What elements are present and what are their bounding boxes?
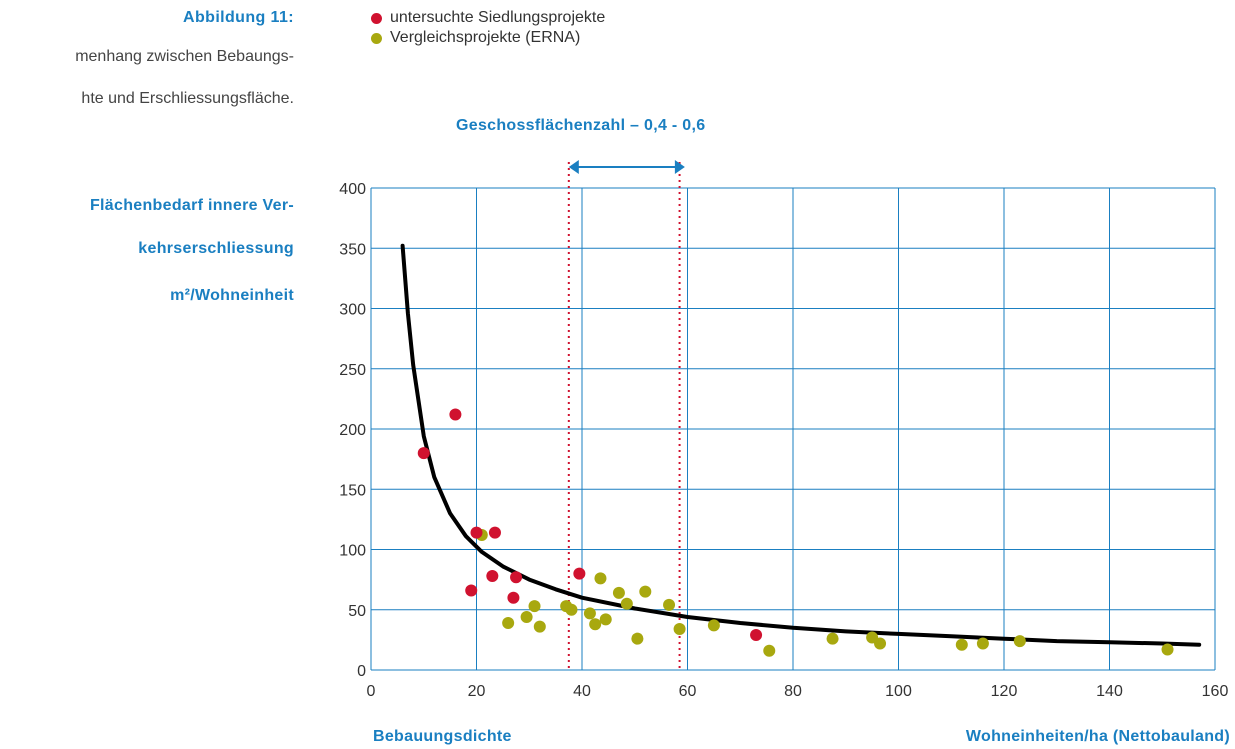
x-axis-label-right: Wohneinheiten/ha (Nettobauland) [965, 728, 1230, 745]
x-tick-label: 100 [885, 683, 912, 700]
data-point-vergleich [1013, 635, 1026, 648]
data-point-vergleich [520, 610, 533, 623]
legend-label-vergleich: Vergleichsprojekte (ERNA) [390, 29, 581, 46]
data-point-untersucht [470, 526, 483, 539]
data-point-untersucht [573, 567, 586, 580]
gfz-range-title: Geschossflächenzahl – 0,4 - 0,6 [456, 117, 706, 134]
data-point-untersucht [417, 447, 430, 460]
figure-caption-line-1: menhang zwischen Bebaungs- [75, 48, 294, 65]
data-point-untersucht [507, 591, 520, 604]
x-tick-label: 60 [679, 683, 697, 700]
legend-label-untersuchte: untersuchte Siedlungsprojekte [390, 9, 606, 26]
data-point-vergleich [599, 613, 612, 626]
x-tick-label: 0 [367, 683, 376, 700]
x-tick-label: 40 [573, 683, 591, 700]
data-point-vergleich [673, 623, 686, 636]
y-tick-label: 250 [339, 362, 366, 379]
data-point-vergleich [528, 600, 541, 613]
y-tick-label: 150 [339, 482, 366, 499]
data-point-vergleich [826, 632, 839, 645]
chart-legend: untersuchte Siedlungsprojekte Vergleichs… [371, 8, 605, 48]
data-point-vergleich [594, 572, 607, 585]
y-tick-label: 0 [357, 663, 366, 680]
y-tick-label: 50 [348, 603, 366, 620]
trend-curve [400, 243, 1202, 647]
data-point-untersucht [449, 408, 462, 421]
x-tick-label: 20 [468, 683, 486, 700]
data-point-untersucht [465, 584, 478, 597]
y-axis-label-line-1: Flächenbedarf innere Ver- [89, 197, 294, 214]
y-tick-label: 100 [339, 543, 366, 560]
data-point-vergleich [976, 637, 989, 650]
gfz-arrow-left-head [568, 160, 579, 174]
data-point-untersucht [510, 571, 523, 584]
data-point-vergleich [763, 644, 776, 657]
data-point-untersucht [486, 570, 499, 583]
y-tick-label: 400 [339, 181, 366, 198]
data-point-vergleich [583, 607, 596, 620]
legend-dot-olive [371, 32, 382, 44]
y-axis-label-line-3: m²/Wohneinheit [170, 287, 294, 304]
x-tick-label: 160 [1202, 683, 1229, 700]
data-point-untersucht [750, 629, 763, 642]
data-point-untersucht [488, 526, 501, 539]
legend-dot-red [371, 12, 382, 24]
y-axis-label-line-2: kehrserschliessung [138, 240, 294, 257]
y-tick-label: 350 [339, 241, 366, 258]
data-point-vergleich [874, 637, 887, 650]
data-point-vergleich [631, 632, 644, 645]
data-point-vergleich [620, 597, 633, 610]
data-point-vergleich [707, 619, 720, 632]
x-axis-label-left: Bebauungsdichte [373, 728, 512, 745]
gfz-arrow-right-head [674, 160, 685, 174]
data-point-vergleich [639, 585, 652, 598]
y-tick-label: 200 [339, 422, 366, 439]
legend-item-vergleich: Vergleichsprojekte (ERNA) [371, 28, 605, 48]
x-tick-label: 80 [784, 683, 802, 700]
data-point-vergleich [612, 586, 625, 599]
y-tick-label: 300 [339, 302, 366, 319]
data-point-vergleich [955, 638, 968, 651]
figure-label: Abbildung 11: [183, 9, 294, 26]
figure-caption-line-2: hte und Erschliessungsfläche. [81, 90, 294, 107]
data-point-vergleich [663, 598, 676, 611]
legend-item-untersuchte: untersuchte Siedlungsprojekte [371, 8, 605, 28]
data-point-vergleich [1161, 643, 1174, 656]
x-tick-label: 140 [1096, 683, 1123, 700]
data-point-vergleich [565, 603, 578, 616]
data-point-vergleich [502, 617, 515, 630]
x-tick-label: 120 [991, 683, 1018, 700]
data-point-vergleich [533, 620, 546, 633]
data-point-vergleich [589, 618, 602, 631]
